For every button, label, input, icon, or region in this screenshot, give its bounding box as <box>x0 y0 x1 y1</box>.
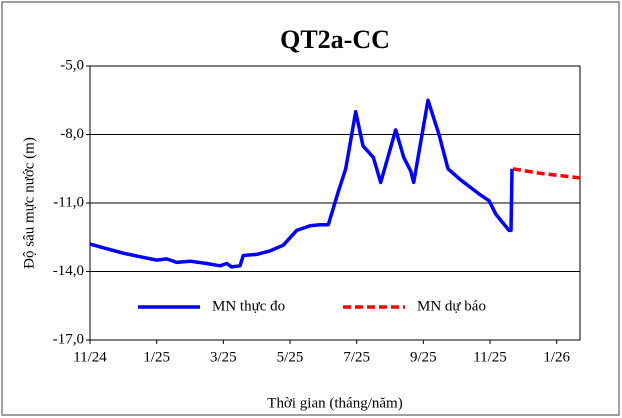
x-tick-label: 11/25 <box>473 349 507 365</box>
y-tick-label: -11,0 <box>53 194 84 210</box>
x-tick-label: 11/24 <box>73 349 107 365</box>
y-tick-label: -17,0 <box>53 331 84 347</box>
legend-label: MN dự báo <box>417 298 486 314</box>
x-tick-label: 3/25 <box>210 349 237 365</box>
data-line <box>512 167 581 180</box>
x-tick-label: 1/25 <box>143 349 170 365</box>
data-line <box>89 98 514 269</box>
x-tick-label: 7/25 <box>343 349 370 365</box>
chart-title: QT2a-CC <box>280 25 390 54</box>
y-tick-label: -5,0 <box>60 57 84 73</box>
y-tick-label: -14,0 <box>53 263 84 279</box>
y-axis-label: Độ sâu mực nước (m) <box>21 137 37 269</box>
x-axis-label: Thời gian (tháng/năm) <box>267 395 402 411</box>
x-tick-label: 1/26 <box>543 349 570 365</box>
x-tick-label: 9/25 <box>410 349 437 365</box>
x-tick-label: 5/25 <box>277 349 304 365</box>
legend-label: MN thực đo <box>212 298 285 314</box>
y-tick-label: -8,0 <box>60 126 84 142</box>
